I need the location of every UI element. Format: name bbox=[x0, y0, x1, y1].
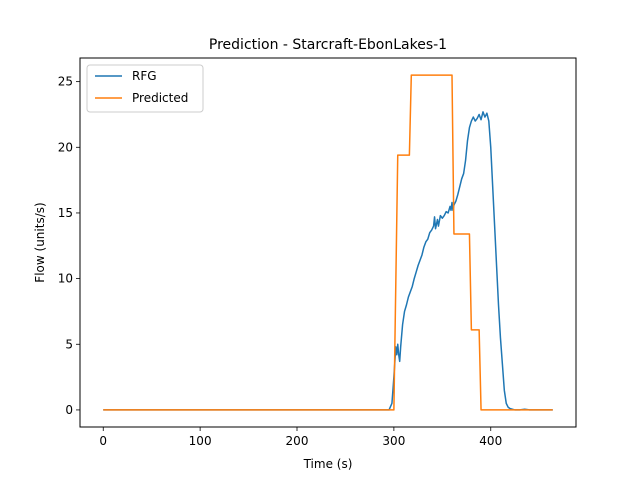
plot-frame bbox=[79, 57, 577, 428]
x-tick-label: 300 bbox=[382, 434, 405, 448]
y-tick-label: 25 bbox=[58, 75, 73, 89]
series-line-rfg bbox=[103, 111, 553, 411]
legend: RFG Predicted bbox=[86, 64, 204, 113]
x-axis-label: Time (s) bbox=[303, 457, 353, 471]
y-tick-label: 15 bbox=[58, 206, 73, 220]
x-tick-label: 200 bbox=[286, 434, 309, 448]
y-tick-label: 10 bbox=[58, 272, 73, 286]
y-axis-label: Flow (units/s) bbox=[33, 202, 47, 282]
x-tick-label: 400 bbox=[479, 434, 502, 448]
x-axis-ticks: 0 100 200 300 400 bbox=[99, 427, 502, 448]
series-line-predicted bbox=[103, 74, 553, 411]
y-tick-label: 5 bbox=[65, 337, 73, 351]
y-tick-label: 20 bbox=[58, 140, 73, 154]
series-layer bbox=[103, 74, 553, 411]
x-tick-label: 100 bbox=[189, 434, 212, 448]
legend-label-predicted: Predicted bbox=[132, 91, 188, 105]
chart-title: Prediction - Starcraft-EbonLakes-1 bbox=[209, 37, 447, 53]
legend-label-rfg: RFG bbox=[132, 69, 157, 83]
x-tick-label: 0 bbox=[99, 434, 107, 448]
y-tick-label: 0 bbox=[65, 403, 73, 417]
y-axis-ticks: 0 5 10 15 20 25 bbox=[58, 75, 80, 417]
